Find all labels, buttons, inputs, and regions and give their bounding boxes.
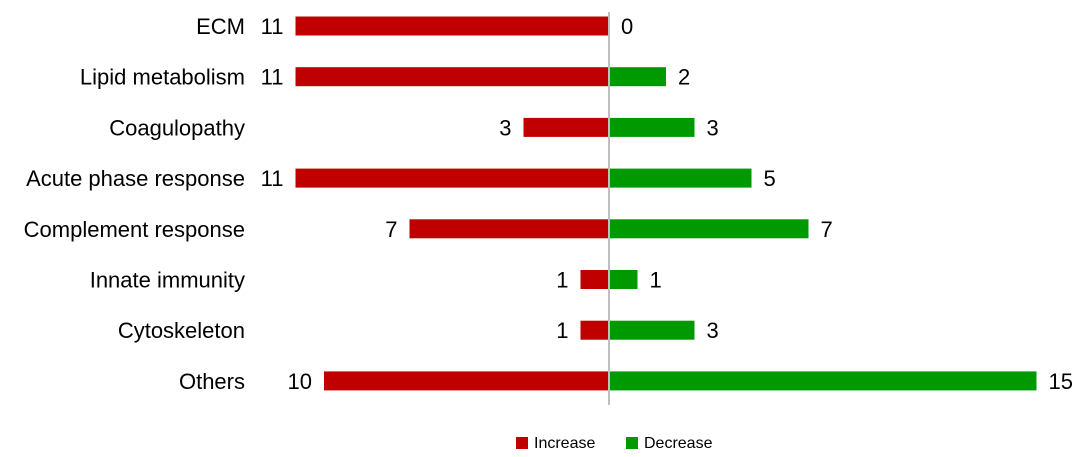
decrease-value-coagulopathy: 3 (707, 115, 719, 140)
increase-bar-acute-phase-response (295, 168, 609, 188)
legend-swatch-decrease (626, 437, 638, 449)
decrease-value-complement-response: 7 (821, 217, 833, 242)
increase-bar-coagulopathy (523, 117, 609, 137)
increase-value-others: 10 (288, 369, 312, 394)
decrease-value-cytoskeleton: 3 (707, 318, 719, 343)
category-label-lipid-metabolism: Lipid metabolism (80, 65, 245, 90)
legend-label-decrease: Decrease (644, 435, 713, 452)
legend-swatch-increase (516, 437, 528, 449)
decrease-bar-innate-immunity (609, 270, 638, 289)
increase-bar-cytoskeleton (580, 320, 609, 340)
decrease-bar-cytoskeleton (609, 320, 695, 340)
category-label-innate-immunity: Innate immunity (90, 268, 245, 293)
increase-value-ecm: 11 (261, 14, 284, 39)
decrease-value-others: 15 (1049, 369, 1073, 394)
decrease-value-lipid-metabolism: 2 (678, 65, 690, 90)
category-label-others: Others (179, 369, 245, 394)
decrease-bars (609, 67, 1037, 391)
decrease-bar-acute-phase-response (609, 168, 752, 188)
increase-bar-others (324, 371, 609, 391)
category-label-coagulopathy: Coagulopathy (109, 115, 245, 140)
increase-value-complement-response: 7 (385, 217, 397, 242)
increase-bars (295, 16, 609, 391)
legend-label-increase: Increase (534, 435, 595, 452)
category-label-ecm: ECM (196, 14, 245, 39)
decrease-bar-lipid-metabolism (609, 67, 666, 87)
category-label-complement-response: Complement response (24, 217, 245, 242)
decrease-bar-complement-response (609, 219, 809, 239)
legend: Increase Decrease (516, 435, 713, 452)
category-label-acute-phase-response: Acute phase response (26, 166, 245, 191)
decrease-bar-coagulopathy (609, 117, 695, 137)
value-labels: 11 011 23 311 57 71 11 310 15 (261, 14, 1073, 394)
increase-value-cytoskeleton: 1 (556, 318, 568, 343)
decrease-value-acute-phase-response: 5 (764, 166, 776, 191)
increase-bar-innate-immunity (580, 270, 609, 289)
increase-value-lipid-metabolism: 11 (261, 65, 284, 90)
decrease-value-ecm: 0 (621, 14, 633, 39)
category-label-cytoskeleton: Cytoskeleton (118, 318, 245, 343)
increase-bar-complement-response (409, 219, 609, 239)
category-labels: ECM Lipid metabolism Coagulopathy Acute pha… (24, 14, 245, 394)
increase-bar-lipid-metabolism (295, 67, 609, 87)
increase-value-innate-immunity: 1 (556, 268, 568, 293)
increase-value-acute-phase-response: 11 (261, 166, 284, 191)
decrease-bar-others (609, 371, 1037, 391)
increase-bar-ecm (295, 16, 609, 36)
decrease-value-innate-immunity: 1 (650, 268, 662, 293)
increase-value-coagulopathy: 3 (499, 115, 511, 140)
